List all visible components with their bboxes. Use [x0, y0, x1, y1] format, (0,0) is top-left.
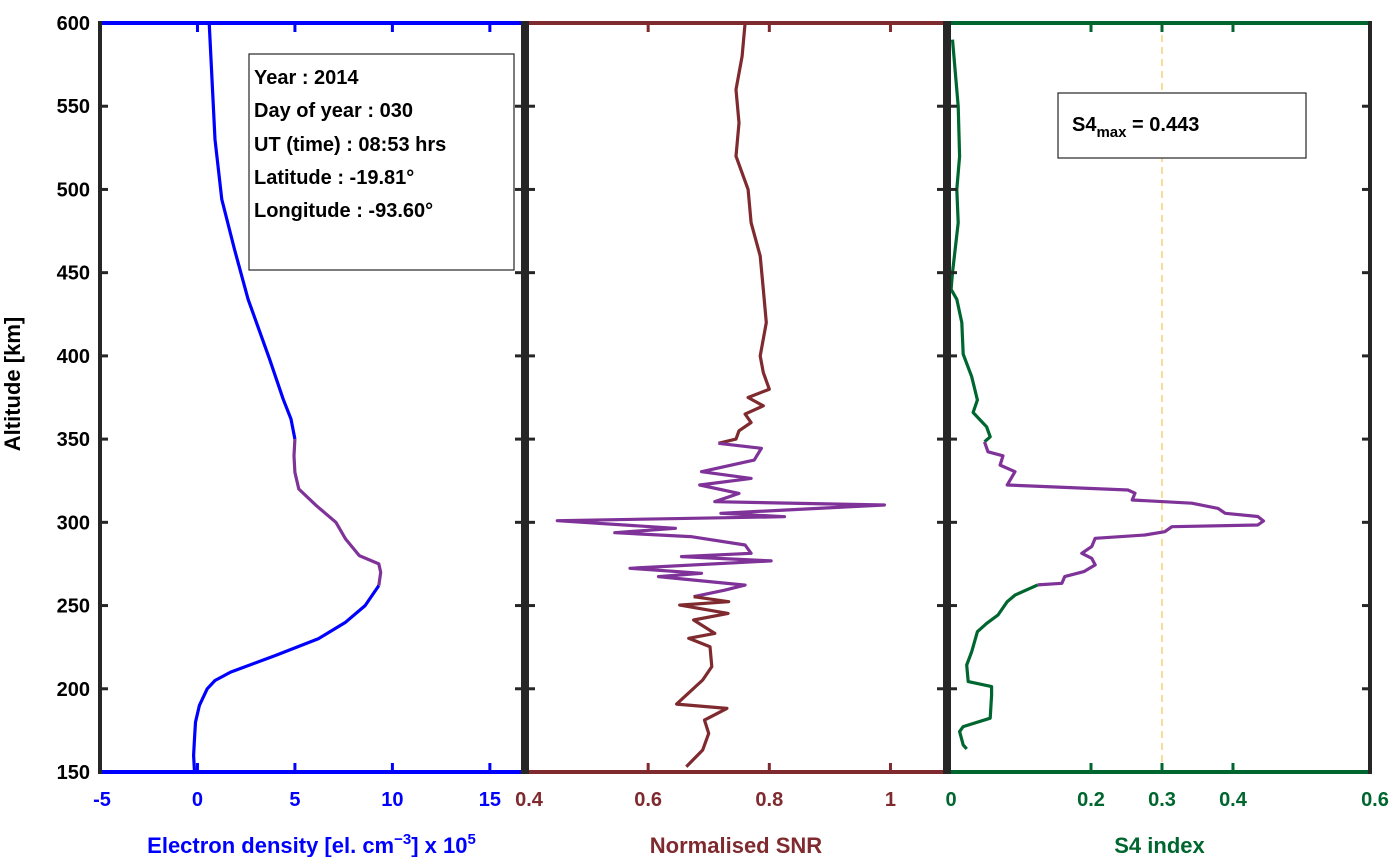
y-tick-label: 450	[57, 263, 90, 285]
y-tick-label: 350	[57, 429, 90, 451]
data-curve-segment	[207, 22, 297, 440]
x-tick-label: 0.6	[634, 789, 662, 811]
info-line-year: Year : 2014	[254, 67, 359, 89]
info-line-longitude: Longitude : -93.60°	[254, 200, 433, 222]
y-tick-label: 500	[57, 179, 90, 201]
y-tick-label: 300	[57, 512, 90, 534]
plot-area	[527, 23, 945, 772]
x-tick-label: 0.3	[1148, 789, 1176, 811]
x-tick-label: 0.4	[1219, 789, 1248, 811]
data-curve-segment	[949, 39, 992, 444]
y-tick-label: 550	[57, 96, 90, 118]
y-tick-label: 250	[57, 596, 90, 618]
highlighted-curve-segment	[555, 441, 886, 599]
y-axis-ticks: 150 200 250 300 350 400 450 500 550 600	[57, 13, 90, 784]
data-curve-segment	[958, 583, 1039, 750]
x-tick-label: 0	[192, 789, 203, 811]
y-tick-label: 400	[57, 346, 90, 368]
data-curve-segment	[718, 22, 771, 445]
x-tick-label: 0.6	[1361, 789, 1389, 811]
highlighted-curve-segment	[292, 439, 383, 586]
data-curve-segment	[675, 595, 731, 768]
x-tick-label: 15	[479, 789, 501, 811]
info-box: Year : 2014 Day of year : 030 UT (time) …	[248, 53, 515, 271]
x-tick-label: 5	[289, 789, 300, 811]
x-axis-label: Electron density [el. cm−3] x 105	[147, 831, 476, 857]
x-tick-label: 1	[885, 789, 896, 811]
x-axis-label: S4 index	[1114, 833, 1205, 857]
y-axis-label: Altitude [km]	[0, 317, 25, 451]
panel-snr: 0.4 0.6 0.8 1 Normalised SNR	[515, 21, 947, 857]
highlighted-curve-segment	[982, 441, 1266, 587]
y-tick-label: 150	[57, 762, 90, 784]
s4max-box: S4max = 0.443	[1057, 92, 1307, 159]
info-line-time: UT (time) : 08:53 hrs	[254, 134, 446, 156]
s4max-label: S4max = 0.443	[1072, 114, 1199, 141]
info-line-day: Day of year : 030	[254, 100, 413, 122]
data-curve-segment	[192, 584, 381, 773]
info-line-latitude: Latitude : -19.81°	[254, 167, 414, 189]
x-tick-label: 0	[945, 789, 956, 811]
x-axis-label: Normalised SNR	[650, 833, 822, 857]
x-tick-label: 0.2	[1077, 789, 1105, 811]
y-tick-label: 200	[57, 679, 90, 701]
x-tick-label: 10	[381, 789, 403, 811]
x-tick-label: 0.4	[515, 789, 544, 811]
x-tick-label: -5	[93, 789, 111, 811]
y-tick-label: 600	[57, 13, 90, 35]
x-tick-label: 0.8	[755, 789, 783, 811]
